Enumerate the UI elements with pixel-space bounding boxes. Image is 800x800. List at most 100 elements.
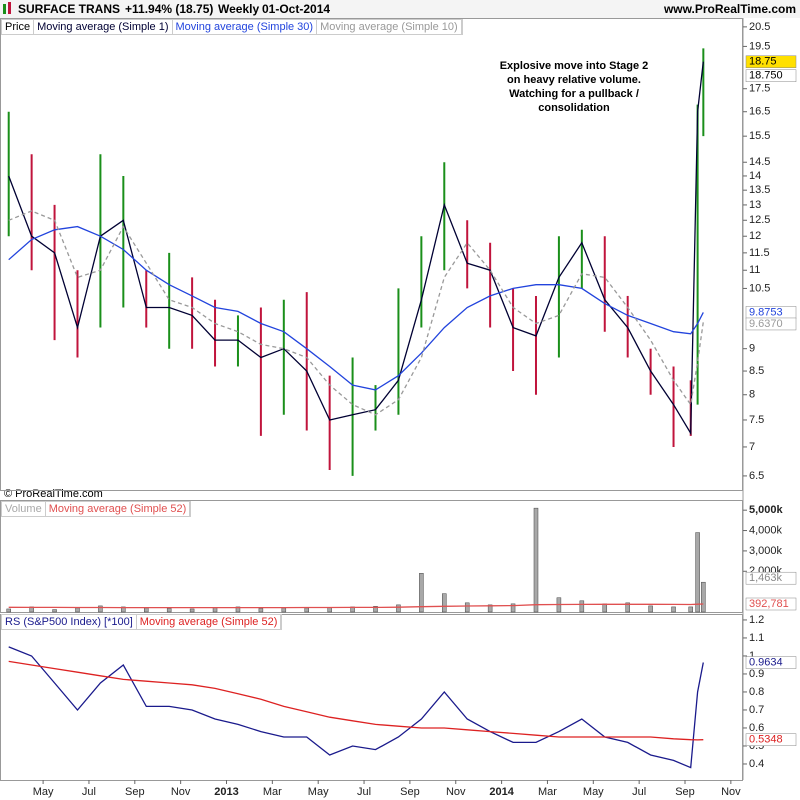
legend: Price Moving average (Simple 1) Moving ave… (1, 19, 463, 35)
legend-entry: Moving average (Simple 30) (173, 20, 318, 34)
y-tick-label: 13 (749, 199, 761, 211)
x-tick-label: Jul (357, 786, 371, 798)
y-tick-label: 0.7 (749, 704, 764, 716)
volume-bar (396, 604, 401, 613)
y-tick-label: 0.8 (749, 686, 764, 698)
volume-bar (464, 602, 470, 613)
icon (3, 4, 6, 14)
value-label-box (745, 69, 797, 82)
value-label-box (745, 317, 797, 331)
legend-entry: Moving average (Simple 52) (137, 615, 282, 629)
legend-entry: RS (S&P500 Index) [*100] (2, 615, 137, 629)
y-tick-label: 0.4 (749, 758, 764, 770)
volume-bar (235, 606, 241, 613)
volume-bar (648, 605, 653, 613)
volume-bar (671, 606, 676, 613)
y-tick-label: 20.5 (749, 21, 770, 33)
value-label: 9.8753 (749, 306, 783, 318)
y-tick-label: 17.5 (749, 83, 770, 95)
y-tick-label: 7 (749, 441, 755, 453)
legend-entry: Volume (2, 502, 46, 516)
volume-bar (695, 532, 700, 613)
volume-bar (625, 602, 630, 613)
panel-frame (0, 500, 743, 613)
volume-bar (327, 607, 332, 613)
legend-entry: Moving average (Simple 10) (317, 20, 462, 34)
y-tick-label: 11 (749, 264, 760, 276)
legend-entry: Moving average (Simple 1) (34, 20, 173, 34)
legend-entry: Moving average (Simple 52) (46, 502, 191, 516)
volume-bar (189, 608, 195, 613)
x-tick-label: 2014 (489, 786, 514, 798)
y-tick-label: 11.5 (749, 247, 770, 259)
y-tick-label: 10.5 (749, 282, 770, 294)
value-label: 9.6370 (749, 318, 783, 330)
value-label-box (745, 55, 797, 68)
annotation: on heavy relative volume. (507, 74, 641, 86)
x-tick-label: Nov (721, 786, 741, 798)
y-tick-label: 1 (749, 650, 755, 662)
x-tick-label: Sep (125, 786, 145, 798)
legend: RS (S&P500 Index) [*100] Moving average (… (1, 614, 283, 630)
annotation: Watching for a pullback / (509, 88, 639, 100)
y-tick-label: 4,000k (749, 524, 783, 536)
copyright: © ProRealTime.com (4, 488, 103, 500)
y-tick-label: 12.5 (749, 214, 770, 226)
series-line (8, 646, 704, 769)
y-tick-label: 1.1 (749, 632, 764, 644)
volume-bar (304, 607, 309, 613)
volume-bar (442, 593, 447, 613)
x-tick-label: May (33, 786, 54, 798)
value-label: 0.5348 (749, 734, 783, 746)
value-label: 1,463k (749, 572, 783, 584)
x-tick-label: Nov (171, 786, 191, 798)
volume-bar (419, 573, 424, 613)
date: 01-Oct-2014 (262, 2, 331, 16)
x-tick-label: Mar (538, 786, 557, 798)
value-label-box (745, 597, 797, 611)
volume-bar (144, 607, 149, 613)
icon (8, 2, 11, 14)
x-tick-label: Mar (263, 786, 282, 798)
value-label: 0.9634 (749, 656, 783, 668)
header-bar (0, 0, 800, 18)
y-tick-label: 14 (749, 170, 761, 182)
volume-bar (701, 581, 706, 613)
panel-frame (0, 614, 743, 781)
volume-bar (602, 603, 608, 613)
value-label-box (745, 733, 797, 746)
y-tick-label: 3,000k (749, 545, 783, 557)
volume-bar (52, 609, 57, 613)
x-tick-label: May (308, 786, 329, 798)
y-tick-label: 9 (749, 343, 755, 355)
y-tick-label: 12 (749, 230, 761, 242)
volume-bar (533, 507, 539, 613)
y-tick-label: 0.6 (749, 722, 764, 734)
y-tick-label: 8.5 (749, 365, 764, 377)
y-tick-label: 0.9 (749, 668, 764, 680)
volume-bar (688, 606, 693, 613)
volume-bar (75, 607, 80, 613)
x-tick-label: Nov (446, 786, 466, 798)
y-tick-label: 6.5 (749, 470, 764, 482)
x-tick-label: 2013 (214, 786, 238, 798)
value-label-box (745, 656, 797, 669)
legend: Volume Moving average (Simple 52) (1, 501, 192, 517)
volume-bar (281, 607, 287, 613)
x-tick-label: Sep (400, 786, 420, 798)
x-tick-label: Sep (675, 786, 695, 798)
site: www.ProRealTime.com (663, 2, 796, 16)
y-tick-label: 14.5 (749, 156, 770, 168)
y-tick-label: 16.5 (749, 106, 770, 118)
y-tick-label: 5,000k (749, 504, 784, 516)
x-tick-label: May (583, 786, 604, 798)
y-tick-label: 19.5 (749, 40, 770, 52)
x-tick-label: Jul (632, 786, 646, 798)
value-label: 18.750 (749, 70, 783, 82)
y-tick-label: 15.5 (749, 130, 770, 142)
series-line (8, 225, 704, 391)
volume-bar (579, 600, 585, 613)
series-line (8, 61, 704, 436)
